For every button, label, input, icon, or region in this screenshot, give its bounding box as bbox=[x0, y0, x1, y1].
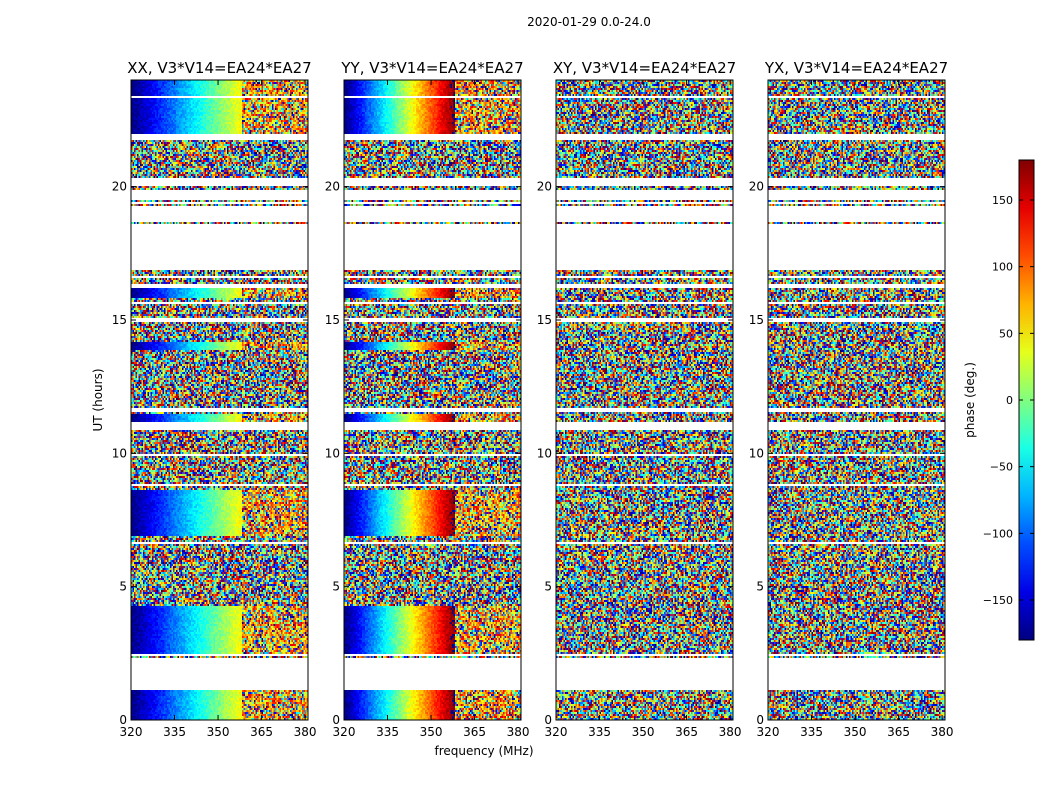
y-tick-label: 0 bbox=[119, 713, 127, 727]
y-tick-label: 15 bbox=[112, 313, 127, 327]
heatmap-raster bbox=[556, 80, 733, 720]
panel-0: XX, V3*V14=EA24*EA27 320 335 350 365 380 0 5 10 1… bbox=[112, 59, 317, 739]
y-tick-label: 5 bbox=[332, 580, 340, 594]
y-tick-label: 20 bbox=[112, 180, 127, 194]
panel-title: XY, V3*V14=EA24*EA27 bbox=[553, 59, 736, 77]
y-tick-label: 10 bbox=[112, 446, 127, 460]
x-tick-label: 350 bbox=[844, 725, 867, 739]
panel-frame bbox=[343, 79, 522, 721]
x-tick-label: 365 bbox=[675, 725, 698, 739]
y-tick-label: 5 bbox=[544, 580, 552, 594]
x-tick-label: 320 bbox=[545, 725, 568, 739]
y-tick-label: 20 bbox=[325, 180, 340, 194]
x-tick-label: 335 bbox=[800, 725, 823, 739]
y-tick-label: 20 bbox=[537, 180, 552, 194]
y-tick-label: 15 bbox=[749, 313, 764, 327]
x-tick-label: 320 bbox=[757, 725, 780, 739]
y-tick-label: 0 bbox=[544, 713, 552, 727]
y-tick-label: 0 bbox=[756, 713, 764, 727]
x-tick-label: 320 bbox=[333, 725, 356, 739]
x-tick-label: 365 bbox=[887, 725, 910, 739]
colorbar-tick-label: 0 bbox=[1006, 394, 1013, 407]
colorbar-tick-label: −100 bbox=[983, 527, 1013, 540]
x-tick-label: 350 bbox=[207, 725, 230, 739]
y-axis-label: UT (hours) bbox=[91, 368, 105, 431]
panel-title: YY, V3*V14=EA24*EA27 bbox=[340, 59, 523, 77]
y-tick-label: 5 bbox=[756, 580, 764, 594]
panel-1: YY, V3*V14=EA24*EA27 320 335 350 365 380 0 5 10 1… bbox=[325, 59, 530, 739]
figure-suptitle: 2020-01-29 0.0-24.0 bbox=[527, 15, 651, 29]
panel-frame bbox=[767, 79, 946, 721]
x-tick-label: 380 bbox=[294, 725, 317, 739]
panel-title: XX, V3*V14=EA24*EA27 bbox=[127, 59, 311, 77]
colorbar-tick-label: 50 bbox=[999, 327, 1013, 340]
colorbar-tick-label: −150 bbox=[983, 594, 1013, 607]
colorbar: 150 100 50 0 −50 −100 −150 bbox=[983, 159, 1035, 641]
x-tick-label: 320 bbox=[120, 725, 143, 739]
colorbar-tick-label: 100 bbox=[992, 261, 1013, 274]
y-tick-label: 10 bbox=[749, 446, 764, 460]
colorbar-tick-label: 150 bbox=[992, 194, 1013, 207]
y-tick-label: 5 bbox=[119, 580, 127, 594]
y-tick-label: 15 bbox=[325, 313, 340, 327]
colorbar-label: phase (deg.) bbox=[963, 362, 977, 438]
colorbar-tick-label: −50 bbox=[990, 461, 1013, 474]
x-tick-label: 365 bbox=[463, 725, 486, 739]
panel-2: XY, V3*V14=EA24*EA27 320 335 350 365 380 0 5 10 1… bbox=[537, 59, 742, 739]
y-tick-label: 15 bbox=[537, 313, 552, 327]
y-tick-label: 0 bbox=[332, 713, 340, 727]
x-tick-label: 380 bbox=[931, 725, 954, 739]
y-tick-label: 20 bbox=[749, 180, 764, 194]
panel-frame bbox=[555, 79, 734, 721]
panel-frame bbox=[130, 79, 309, 721]
x-axis-label: frequency (MHz) bbox=[434, 744, 533, 758]
heatmap-raster bbox=[131, 80, 308, 720]
x-tick-label: 335 bbox=[163, 725, 186, 739]
x-tick-label: 350 bbox=[632, 725, 655, 739]
x-tick-label: 335 bbox=[376, 725, 399, 739]
x-tick-label: 335 bbox=[588, 725, 611, 739]
y-tick-label: 10 bbox=[537, 446, 552, 460]
x-tick-label: 365 bbox=[250, 725, 273, 739]
panel-3: YX, V3*V14=EA24*EA27 320 335 350 365 380 0 5 10 1… bbox=[749, 59, 954, 739]
panels-layer: XX, V3*V14=EA24*EA27 320 335 350 365 380 0 5 10 1… bbox=[112, 59, 954, 739]
x-tick-label: 380 bbox=[719, 725, 742, 739]
y-tick-label: 10 bbox=[325, 446, 340, 460]
panel-title: YX, V3*V14=EA24*EA27 bbox=[764, 59, 948, 77]
x-tick-label: 380 bbox=[507, 725, 530, 739]
x-tick-label: 350 bbox=[420, 725, 443, 739]
heatmap-raster bbox=[344, 80, 521, 720]
heatmap-raster bbox=[768, 80, 945, 720]
